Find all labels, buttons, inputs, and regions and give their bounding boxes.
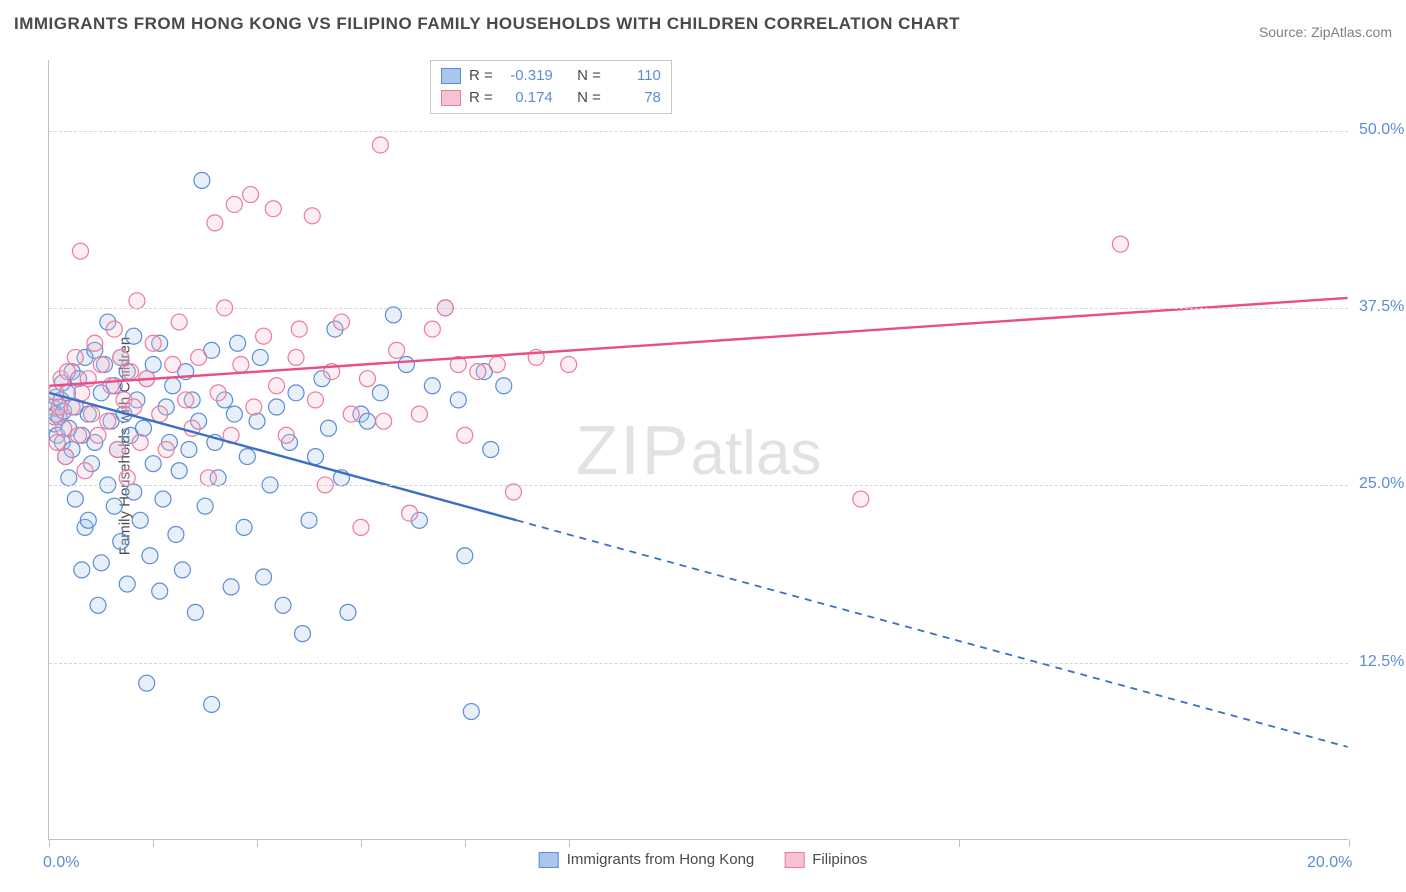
- n-label: N =: [577, 65, 601, 87]
- y-tick-label: 37.5%: [1359, 298, 1404, 316]
- legend-stats-row: R = 0.174 N = 78: [441, 87, 661, 109]
- y-tick-label: 25.0%: [1359, 475, 1404, 493]
- watermark-zip: ZIP: [576, 411, 691, 489]
- legend-series: Immigrants from Hong Kong Filipinos: [539, 851, 868, 868]
- swatch-series-0: [441, 68, 461, 84]
- legend-label-1: Filipinos: [812, 851, 867, 868]
- r-label: R =: [469, 65, 493, 87]
- n-label: N =: [577, 87, 601, 109]
- x-tick-label: 20.0%: [1307, 854, 1352, 872]
- legend-stats-row: R = -0.319 N = 110: [441, 65, 661, 87]
- r-label: R =: [469, 87, 493, 109]
- y-tick-label: 50.0%: [1359, 121, 1404, 139]
- legend-item: Filipinos: [784, 851, 867, 868]
- plot-area: ZIPatlas 12.5%25.0%37.5%50.0%0.0%20.0%: [48, 60, 1348, 840]
- watermark: ZIPatlas: [576, 410, 822, 490]
- legend-stats: R = -0.319 N = 110 R = 0.174 N = 78: [430, 60, 672, 114]
- source-label: Source: ZipAtlas.com: [1259, 24, 1392, 40]
- x-tick-label: 0.0%: [43, 854, 79, 872]
- n-value-0: 110: [609, 65, 661, 87]
- legend-item: Immigrants from Hong Kong: [539, 851, 755, 868]
- swatch-series-1: [784, 852, 804, 868]
- swatch-series-0: [539, 852, 559, 868]
- legend-label-0: Immigrants from Hong Kong: [567, 851, 755, 868]
- r-value-1: 0.174: [501, 87, 553, 109]
- n-value-1: 78: [609, 87, 661, 109]
- swatch-series-1: [441, 90, 461, 106]
- y-tick-label: 12.5%: [1359, 653, 1404, 671]
- watermark-atlas: atlas: [690, 419, 821, 488]
- scatter-layer: [49, 60, 1348, 839]
- chart-title: IMMIGRANTS FROM HONG KONG VS FILIPINO FA…: [14, 14, 960, 34]
- r-value-0: -0.319: [501, 65, 553, 87]
